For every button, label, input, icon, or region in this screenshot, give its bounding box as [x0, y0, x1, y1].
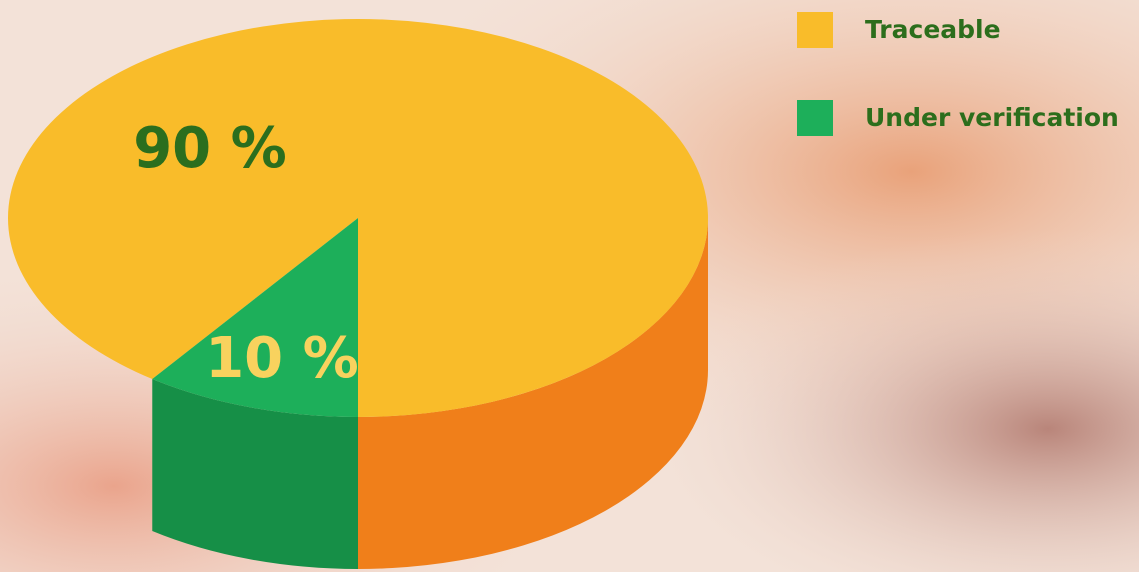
data-label: 90 %	[133, 116, 287, 181]
page: 90 %10 % TraceableUnder verification (()…	[0, 0, 1139, 572]
legend-label: Under verification	[865, 103, 1119, 132]
chart: 90 % 10 % Traceable Under verification	[0, 0, 1139, 572]
legend-label: Traceable	[865, 15, 1001, 44]
legend-swatch	[797, 12, 833, 48]
legend-swatch	[797, 100, 833, 136]
data-label: 10 %	[205, 326, 359, 391]
